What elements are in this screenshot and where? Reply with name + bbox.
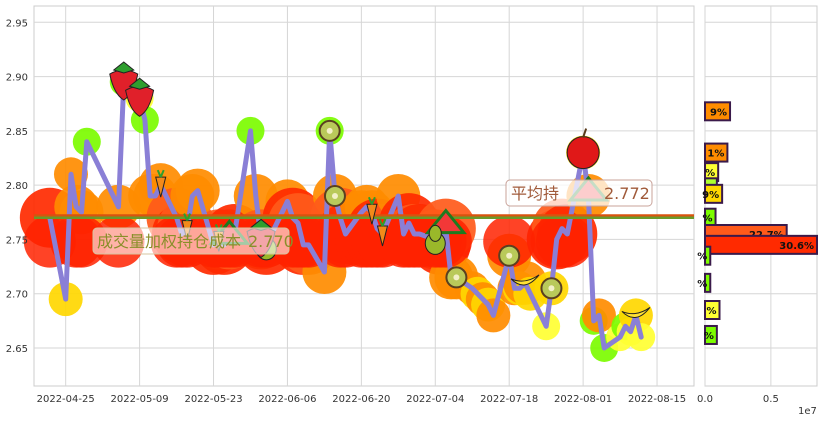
volume-bar [704, 300, 721, 320]
kiwi-icon [323, 185, 346, 207]
y-tick-label: 2.65 [6, 344, 28, 355]
volume-bar-label: % [706, 306, 716, 317]
volume-bar [704, 183, 724, 204]
side-x-tick-label: 0.5 [763, 394, 779, 405]
x-tick-label: 2022-04-25 [37, 394, 95, 405]
pear-icon [424, 224, 446, 255]
y-axis-ticks: 2.65 2.70 2.75 2.80 2.85 2.90 2.95 [6, 18, 28, 355]
side-axis-offset: 1e7 [798, 406, 817, 417]
x-axis-ticks: 2022-04-25 2022-05-09 2022-05-23 2022-06-06… [37, 394, 686, 405]
kiwi-icon [540, 277, 563, 300]
volume-bar-label: % [697, 279, 707, 290]
price-series [47, 79, 644, 351]
x-tick-label: 2022-08-01 [554, 394, 612, 405]
side-plot-area [704, 5, 818, 387]
volume-bar [704, 324, 718, 345]
avg-cost-value: 2.772 [604, 184, 650, 203]
strawberry-icon [125, 77, 155, 117]
carrot-icon [366, 196, 378, 225]
volume-bar [704, 101, 732, 122]
y-tick-label: 2.75 [6, 235, 28, 246]
x-tick-label: 2022-05-23 [184, 394, 242, 405]
x-tick-label: 2022-08-15 [628, 394, 686, 405]
x-tick-label: 2022-05-09 [111, 394, 169, 405]
volume-bar-label: 30.6% [779, 241, 814, 252]
y-tick-label: 2.70 [6, 290, 28, 301]
volume-bar-label: % [703, 214, 713, 225]
volume-bar [704, 272, 712, 293]
volume-bar [704, 234, 818, 255]
vwap-cost-value: 2.770 [248, 232, 294, 251]
volume-bar [704, 245, 712, 266]
banana-icon [621, 307, 651, 318]
x-tick-label: 2022-06-20 [332, 394, 390, 405]
side-x-tick-label: 0.0 [697, 394, 713, 405]
apple-icon [566, 128, 600, 170]
volume-bar-label: 9% [710, 107, 727, 118]
volume-bar-label: 1% [707, 149, 724, 160]
kiwi-icon [318, 119, 341, 142]
kiwi-icon [445, 266, 468, 289]
kiwi-icon [498, 244, 521, 267]
x-tick-label: 2022-06-06 [258, 394, 316, 405]
volume-bars: 9%1%%%9%%22.7%30.6%%%%% [697, 101, 818, 345]
y-tick-label: 2.90 [6, 73, 28, 84]
carrot-icon [155, 169, 167, 198]
x-tick-label: 2022-07-18 [480, 394, 538, 405]
y-tick-label: 2.85 [6, 127, 28, 138]
carrot-icon [376, 218, 389, 247]
cost-core-blob [483, 215, 536, 268]
side-x-ticks: 0.0 0.5 [697, 394, 779, 405]
avg-cost-label: 平均持 [511, 184, 559, 203]
y-tick-label: 2.80 [6, 181, 28, 192]
vwap-cost-label: 成交量加权持仓成本 [97, 232, 241, 251]
avg-cost-annotation: 平均持 2.772 [505, 179, 653, 207]
vwap-cost-annotation: 成交量加权持仓成本 2.770 [92, 227, 294, 255]
volume-bar-label: % [697, 252, 707, 263]
price-line [47, 79, 644, 351]
x-tick-label: 2022-07-04 [406, 394, 464, 405]
y-tick-label: 2.95 [6, 18, 28, 29]
volume-bar-label: % [704, 331, 714, 342]
volume-bar [704, 142, 729, 163]
cost-lines [34, 214, 694, 219]
volume-bar-label: % [705, 168, 715, 179]
banana-icon [510, 274, 540, 286]
volume-bar-label: 9% [702, 190, 719, 201]
